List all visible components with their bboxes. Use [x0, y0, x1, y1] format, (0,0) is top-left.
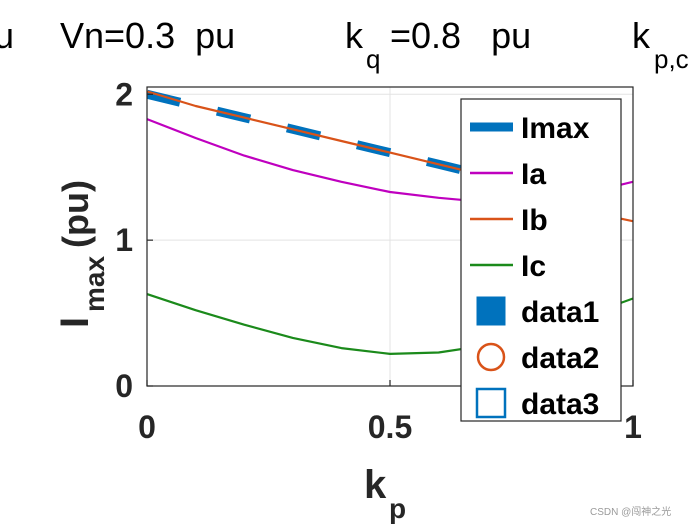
- x-axis-label: k p: [364, 463, 406, 524]
- legend-label-ia: Ia: [521, 158, 546, 191]
- title-kpc-base: k: [632, 15, 651, 56]
- y-tick-label: 1: [115, 222, 133, 258]
- watermark: CSDN @闯神之光: [590, 505, 671, 518]
- legend-box: [460, 98, 622, 422]
- chart-title: u Vn=0.3 pu k q =0.8 pu k p,c: [0, 15, 689, 74]
- legend-label-ic: Ic: [521, 250, 546, 283]
- legend-marker-data2: [476, 342, 506, 372]
- xlabel-base: k: [364, 463, 387, 507]
- x-tick-label: 1: [624, 409, 642, 445]
- x-tick-label: 0: [138, 409, 156, 445]
- legend-marker-data1: [476, 296, 506, 326]
- legend-marker-data3: [475, 387, 507, 419]
- y-tick-label: 2: [115, 76, 133, 112]
- x-tick-label: 0.5: [368, 409, 412, 445]
- legend-label-data2: data2: [521, 342, 599, 375]
- legend-label-data1: data1: [521, 296, 599, 329]
- ticks: 0 0.5 1 0 1 2: [115, 76, 642, 445]
- title-vn: Vn=0.3 pu: [60, 15, 235, 56]
- title-kq-base: k: [345, 15, 364, 56]
- title-lead: u: [0, 15, 14, 56]
- title-kq-sub: q: [366, 44, 380, 74]
- title-kq-value: =0.8 pu: [390, 15, 531, 56]
- legend-label-data3: data3: [521, 388, 599, 421]
- xlabel-sub: p: [389, 493, 406, 524]
- ylabel-sub: max: [79, 256, 110, 312]
- y-axis-label: I max (pu): [53, 180, 110, 328]
- ylabel-unit: (pu): [55, 180, 96, 258]
- y-tick-label: 0: [115, 368, 133, 404]
- ylabel-base: I: [53, 317, 97, 328]
- legend: Imax Ia Ib Ic data1 data2 data3: [460, 98, 622, 422]
- title-kpc-sub: p,c: [654, 44, 689, 74]
- legend-label-imax: Imax: [521, 112, 590, 145]
- legend-label-ib: Ib: [521, 204, 548, 237]
